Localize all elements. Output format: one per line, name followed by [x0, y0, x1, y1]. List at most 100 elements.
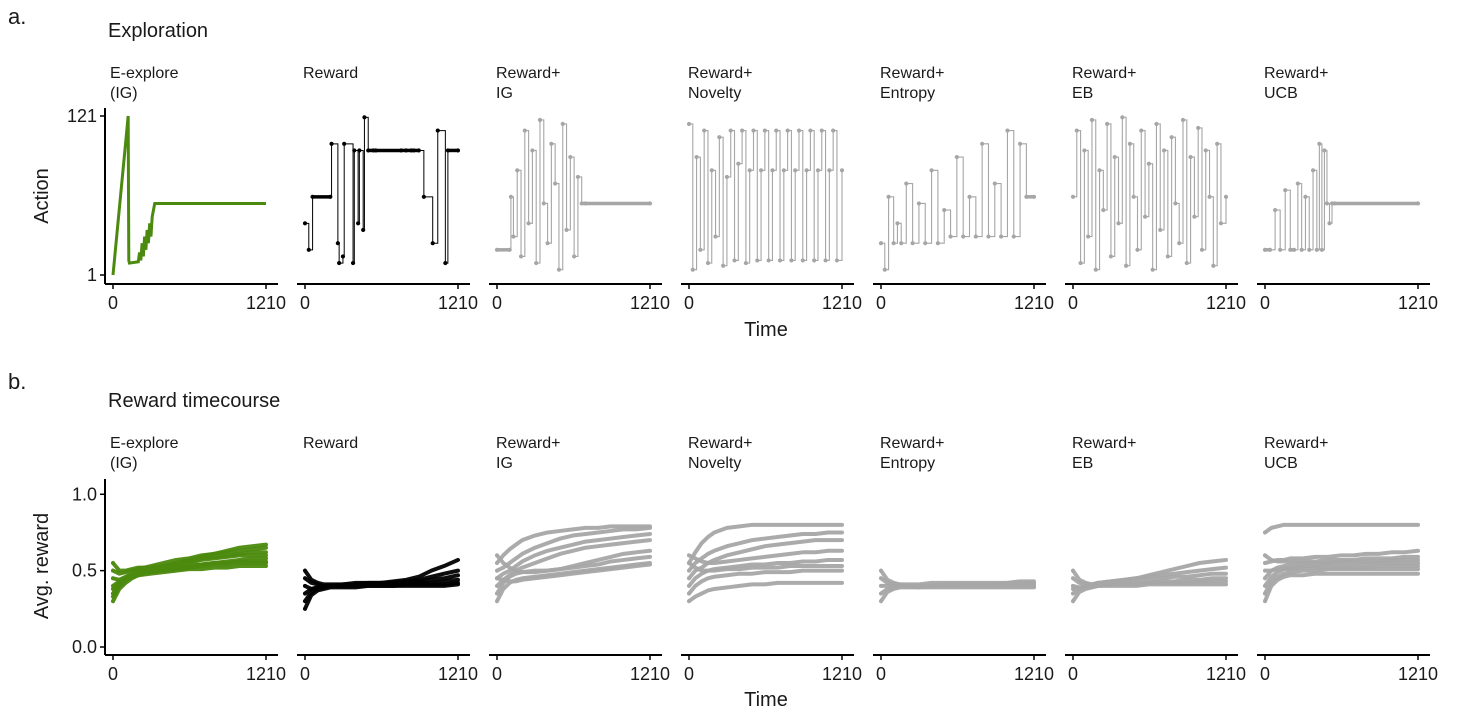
action-point [736, 161, 741, 166]
facet-2: Reward+ IG 0 1210 [489, 65, 670, 313]
action-point [1262, 247, 1268, 252]
action-point [1154, 121, 1159, 127]
action-point [812, 258, 817, 263]
action-point [1327, 221, 1332, 226]
action-point [1105, 121, 1110, 127]
action-point [526, 221, 531, 226]
strip-title: Reward+ [496, 435, 560, 452]
action-step-line [305, 116, 458, 264]
action-point [1199, 247, 1205, 252]
facet-2: Reward+ IG 0 1210 [489, 435, 670, 684]
action-point [1177, 241, 1182, 246]
action-point [545, 241, 550, 246]
action-point [819, 128, 824, 133]
action-point [537, 117, 543, 123]
y-tick-label: 1 [87, 265, 97, 285]
reward-start-point [303, 568, 307, 573]
x-tick-label: 0 [492, 664, 502, 684]
reward-start-point [495, 583, 499, 588]
reward-start-point [111, 568, 115, 573]
reward-start-point [1263, 576, 1267, 581]
strip-subtitle: Novelty [688, 85, 741, 102]
action-point [948, 234, 953, 239]
action-point [916, 201, 922, 206]
strip-title: E-explore [110, 65, 179, 82]
action-point [942, 207, 947, 213]
reward-series-7 [495, 562, 652, 584]
action-point [549, 141, 554, 146]
reward-start-point [1263, 553, 1267, 558]
action-point [515, 168, 520, 173]
action-point [935, 241, 941, 246]
action-point [1089, 117, 1095, 123]
reward-series-7 [1263, 571, 1420, 604]
x-axis-label-bottom: Time [744, 689, 788, 711]
strip-title: Reward+ [880, 435, 944, 452]
facet-4: Reward+ Entropy 0 1210 [873, 435, 1054, 684]
action-point [1207, 194, 1212, 199]
action-point [717, 135, 722, 140]
action-point [770, 168, 775, 173]
action-point [1169, 135, 1174, 140]
action-point [310, 194, 315, 199]
action-point [709, 168, 714, 173]
action-point [1211, 263, 1216, 268]
reward-start-point [495, 553, 499, 558]
x-tick-label: 1210 [438, 664, 478, 684]
strip-title: Reward+ [880, 65, 944, 82]
action-point [1093, 267, 1098, 272]
reward-start-point [495, 568, 499, 573]
action-point [1127, 141, 1133, 146]
reward-series-5 [303, 582, 460, 611]
action-point [789, 258, 794, 263]
reward-start-point [687, 553, 691, 558]
action-point [575, 174, 581, 180]
action-point [1278, 247, 1283, 252]
action-point [416, 148, 421, 153]
action-point [698, 247, 703, 252]
reward-start-point [687, 568, 691, 573]
action-point [713, 234, 718, 239]
action-point [1142, 214, 1148, 219]
action-point [910, 241, 915, 246]
reward-series-4 [879, 583, 1036, 590]
action-point [1011, 234, 1016, 239]
panel-label-b: b. [8, 369, 26, 394]
reward-series-6 [1263, 567, 1420, 596]
action-point [1131, 194, 1136, 199]
action-point [411, 148, 416, 153]
action-point [1332, 201, 1337, 206]
reward-start-point [687, 583, 691, 588]
action-point [705, 260, 711, 266]
action-point [1218, 221, 1224, 226]
action-point [743, 260, 749, 266]
action-point [328, 194, 333, 199]
x-tick-label: 0 [876, 664, 886, 684]
action-point [1283, 188, 1288, 193]
facet-1: Reward 0 1210 [297, 65, 478, 313]
action-point [1135, 247, 1140, 252]
action-point [342, 141, 347, 146]
x-tick-label: 1210 [822, 664, 862, 684]
facet-0: E-explore (IG) 0 1210 [105, 435, 286, 684]
y-axis-label-top: Action [31, 168, 53, 224]
action-point [839, 168, 845, 173]
reward-start-point [303, 606, 307, 611]
reward-series-4 [687, 557, 844, 588]
action-point [350, 260, 356, 266]
reward-series-5 [687, 561, 844, 573]
x-tick-label: 1210 [438, 293, 478, 313]
reward-start-point [1263, 568, 1267, 573]
action-point [534, 260, 539, 266]
reward-start-point [495, 561, 499, 565]
strip-subtitle: Entropy [880, 85, 935, 102]
action-point [929, 168, 934, 173]
action-point [1299, 247, 1304, 252]
panel-label-a: a. [8, 4, 26, 29]
reward-start-point [303, 583, 307, 588]
reward-start-point [1071, 586, 1075, 591]
action-point [530, 148, 535, 153]
reward-start-point [687, 576, 691, 581]
reward-start-point [495, 576, 499, 581]
action-point [1074, 128, 1079, 133]
